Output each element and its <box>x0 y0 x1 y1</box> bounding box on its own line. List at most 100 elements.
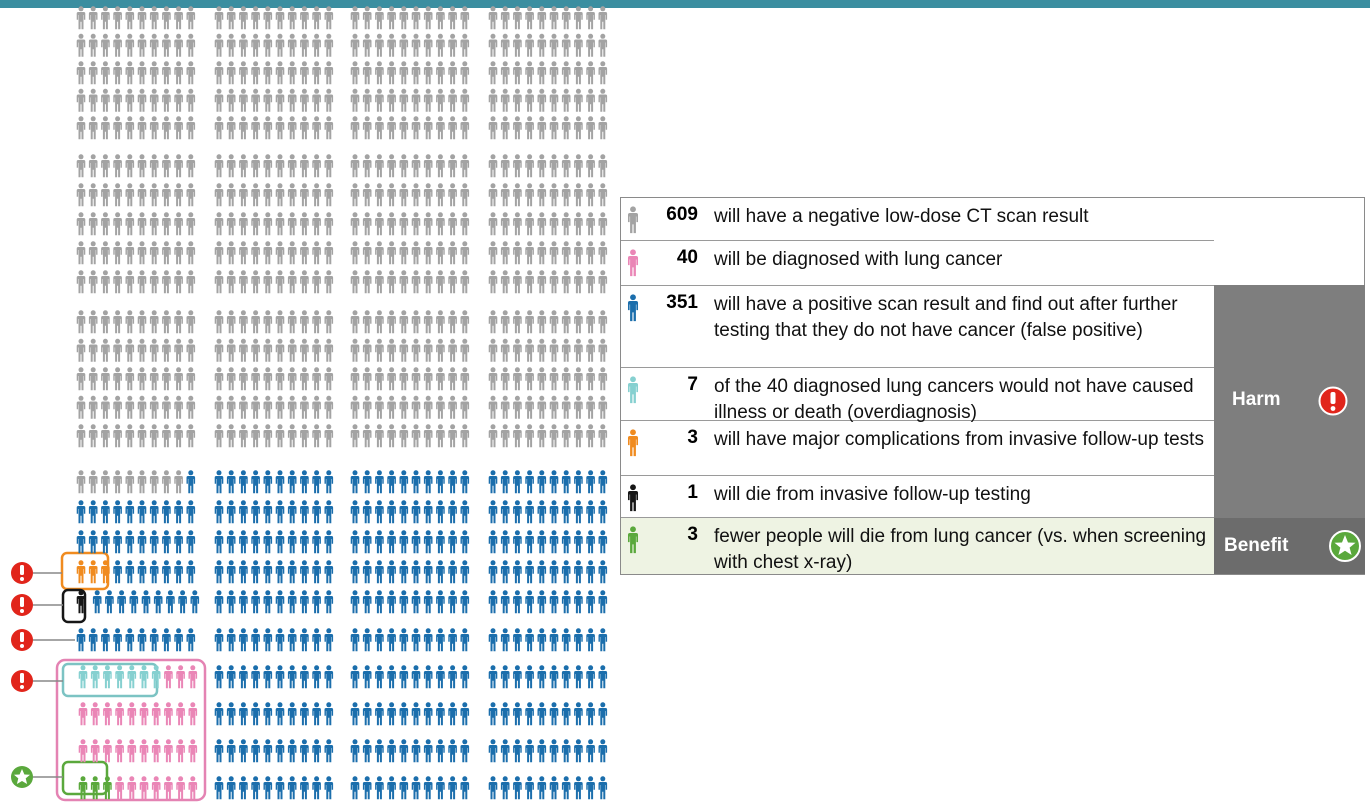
person-icon <box>423 88 433 112</box>
description: will have major complications from invas… <box>714 429 1204 450</box>
person-icon <box>586 33 595 57</box>
person-icon <box>350 560 360 584</box>
person-icon <box>411 33 421 57</box>
person-icon <box>436 530 445 554</box>
person-icon <box>226 33 236 57</box>
person-icon <box>300 116 309 140</box>
person-icon <box>423 665 433 689</box>
person-icon <box>375 530 384 554</box>
person-icon <box>76 61 86 85</box>
person-icon <box>375 61 384 85</box>
person-icon <box>125 367 135 391</box>
person-icon <box>263 628 273 652</box>
person-icon <box>151 739 161 763</box>
person-icon <box>149 367 159 391</box>
person-icon <box>362 628 372 652</box>
person-icon <box>387 241 396 265</box>
person-icon <box>137 212 147 236</box>
person-icon <box>76 530 86 554</box>
person-icon <box>350 665 360 689</box>
person-icon <box>423 590 433 614</box>
person-icon <box>411 183 421 207</box>
person-icon <box>324 665 334 689</box>
person-icon <box>436 702 445 726</box>
person-icon <box>287 212 297 236</box>
person-icon <box>598 702 608 726</box>
person-icon <box>549 590 559 614</box>
person-icon <box>149 116 159 140</box>
person-icon <box>214 338 224 362</box>
person-icon <box>549 628 559 652</box>
person-icon <box>287 367 297 391</box>
person-icon <box>513 367 522 391</box>
person-icon <box>525 88 534 112</box>
person-icon <box>598 338 608 362</box>
person-icon <box>500 338 510 362</box>
person-icon <box>113 395 122 419</box>
person-icon <box>448 61 457 85</box>
person-icon <box>561 560 571 584</box>
person-icon <box>174 183 183 207</box>
person-icon <box>525 470 534 494</box>
person-icon <box>324 338 334 362</box>
person-icon <box>312 776 321 800</box>
person-icon <box>186 33 196 57</box>
person-icon <box>500 6 510 30</box>
person-icon <box>312 590 321 614</box>
person-icon <box>436 212 445 236</box>
person-icon <box>312 212 321 236</box>
person-icon <box>362 154 372 178</box>
person-icon <box>513 530 522 554</box>
person-icon <box>263 6 273 30</box>
person-icon <box>500 530 510 554</box>
highlights <box>33 551 207 802</box>
person-icon <box>263 665 273 689</box>
person-icon <box>362 212 372 236</box>
person-icon <box>537 33 547 57</box>
person-icon <box>186 88 196 112</box>
person-icon <box>287 183 297 207</box>
person-icon <box>561 470 571 494</box>
person-icon <box>488 530 498 554</box>
legend-icon <box>627 429 639 457</box>
person-icon <box>423 33 433 57</box>
harm-icon <box>1318 386 1348 416</box>
person-icon <box>448 590 457 614</box>
person-icon <box>300 776 309 800</box>
person-icon <box>239 6 248 30</box>
person-icon <box>263 560 273 584</box>
person-icon <box>574 590 583 614</box>
person-icon <box>362 590 372 614</box>
person-icon <box>149 424 159 448</box>
person-icon <box>586 212 595 236</box>
person-icon <box>513 776 522 800</box>
person-icon <box>598 183 608 207</box>
person-icon <box>574 33 583 57</box>
person-icon <box>312 739 321 763</box>
person-icon <box>176 776 185 800</box>
person-icon <box>125 338 135 362</box>
person-icon <box>598 310 608 334</box>
person-icon <box>460 116 470 140</box>
person-icon <box>251 500 260 524</box>
person-icon <box>275 61 285 85</box>
person-icon <box>300 590 309 614</box>
person-icon <box>574 116 583 140</box>
person-icon <box>460 338 470 362</box>
person-icon <box>423 212 433 236</box>
person-icon <box>513 470 522 494</box>
person-icon <box>488 665 498 689</box>
person-icon <box>88 154 98 178</box>
person-icon <box>149 338 159 362</box>
person-icon <box>164 665 173 689</box>
person-icon <box>300 6 309 30</box>
person-icon <box>275 88 285 112</box>
description: will have a negative low-dose CT scan re… <box>714 206 1089 227</box>
person-icon <box>186 424 196 448</box>
person-icon <box>598 424 608 448</box>
person-icon <box>460 530 470 554</box>
person-icon <box>287 560 297 584</box>
person-icon <box>598 116 608 140</box>
person-icon <box>76 470 86 494</box>
count: 7 <box>687 374 698 395</box>
